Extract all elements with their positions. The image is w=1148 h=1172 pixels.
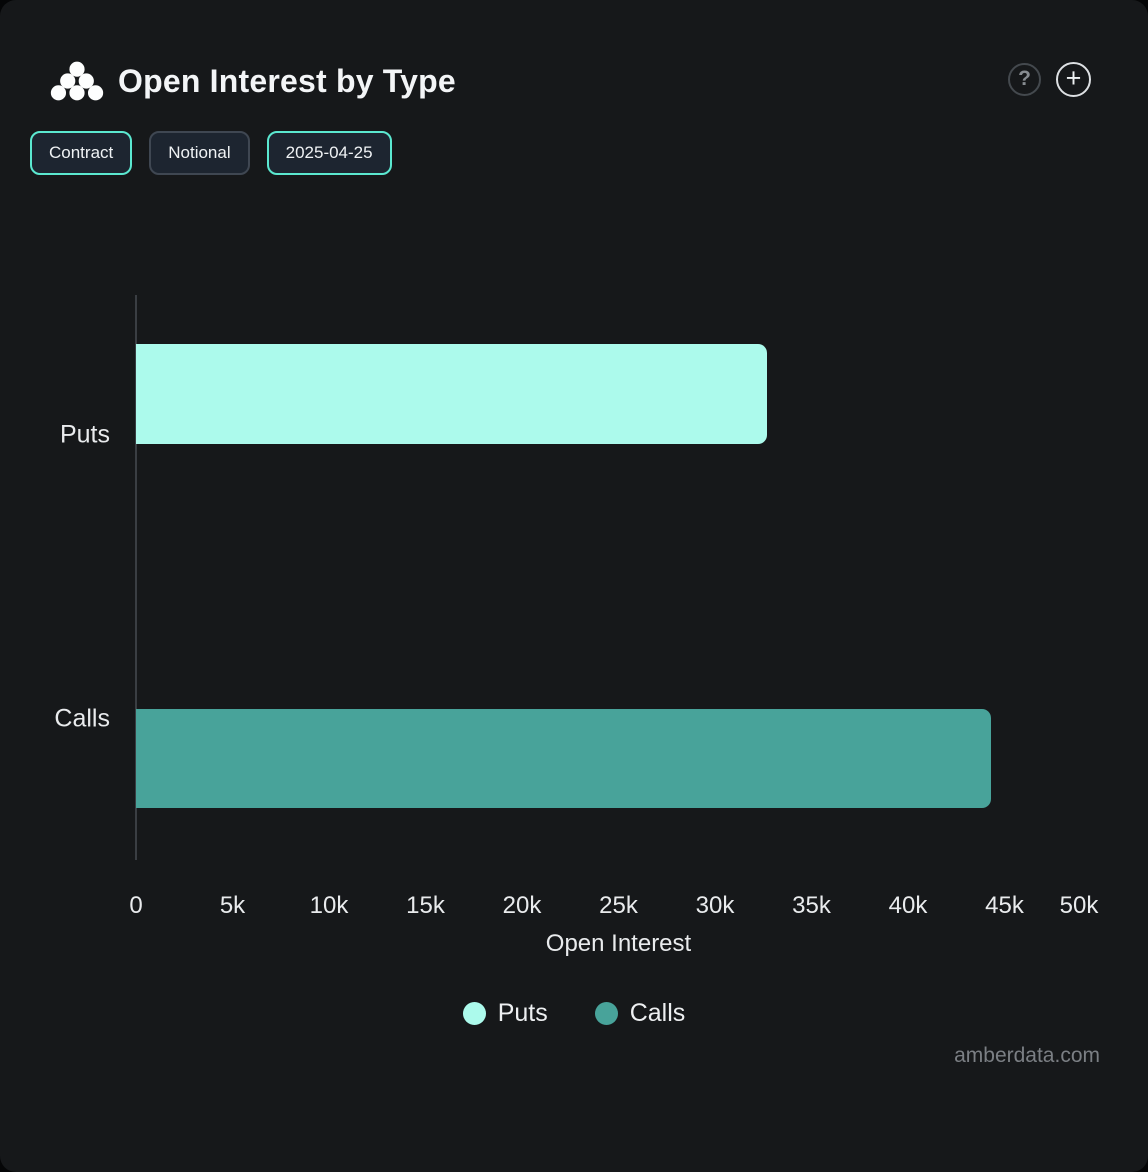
bar-calls[interactable] xyxy=(136,709,991,808)
bar-puts[interactable] xyxy=(136,344,768,444)
plus-icon: + xyxy=(1065,63,1082,93)
x-tick-10k: 10k xyxy=(309,892,349,919)
amberdata-logo-icon xyxy=(50,61,104,101)
contract-toggle-button[interactable]: Contract xyxy=(30,131,133,175)
notional-toggle-button[interactable]: Notional xyxy=(149,131,250,175)
header-actions: ? + xyxy=(1008,62,1091,97)
help-button[interactable]: ? xyxy=(1008,63,1041,96)
x-tick-45k: 45k xyxy=(985,892,1024,919)
legend-item-puts[interactable]: Puts xyxy=(462,999,548,1028)
x-tick-40k: 40k xyxy=(888,892,928,919)
legend-label-calls: Calls xyxy=(629,999,686,1027)
x-tick-20k: 20k xyxy=(502,892,542,919)
watermark: amberdata.com xyxy=(954,1044,1100,1067)
page-title: Open Interest by Type xyxy=(118,62,456,99)
legend-dot-calls xyxy=(594,1002,618,1025)
category-label-calls: Calls xyxy=(54,704,110,733)
legend-dot-puts xyxy=(462,1002,486,1025)
y-axis-line xyxy=(135,295,137,860)
x-tick-5k: 5k xyxy=(219,892,246,919)
legend-item-calls[interactable]: Calls xyxy=(594,999,686,1028)
question-mark-icon: ? xyxy=(1018,67,1031,90)
add-button[interactable]: + xyxy=(1056,62,1091,97)
category-label-puts: Puts xyxy=(59,420,110,449)
chart-toolbar: Contract Notional 2025-04-25 xyxy=(30,131,392,175)
chart-legend: Puts Calls xyxy=(0,999,1148,1028)
date-selector-button[interactable]: 2025-04-25 xyxy=(266,131,392,175)
x-tick-50k: 50k xyxy=(1059,892,1099,919)
x-tick-30k: 30k xyxy=(695,892,735,919)
card-header: Open Interest by Type xyxy=(50,59,456,103)
x-tick-15k: 15k xyxy=(406,892,445,919)
x-tick-35k: 35k xyxy=(792,892,831,919)
x-tick-25k: 25k xyxy=(599,892,638,919)
x-axis-title: Open Interest xyxy=(545,930,692,957)
x-tick-0: 0 xyxy=(129,892,143,919)
legend-label-puts: Puts xyxy=(497,999,548,1027)
